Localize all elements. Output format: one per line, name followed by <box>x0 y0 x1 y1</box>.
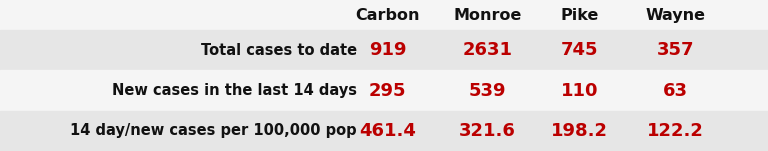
Text: 539: 539 <box>469 82 506 100</box>
Text: 357: 357 <box>657 41 694 59</box>
Text: New cases in the last 14 days: New cases in the last 14 days <box>112 83 357 98</box>
Bar <box>0 71 768 111</box>
Text: 321.6: 321.6 <box>459 122 516 140</box>
Text: 198.2: 198.2 <box>551 122 608 140</box>
Text: Wayne: Wayne <box>646 8 706 23</box>
Text: 110: 110 <box>561 82 598 100</box>
Text: 461.4: 461.4 <box>359 122 416 140</box>
Bar <box>0 0 768 30</box>
Text: 2631: 2631 <box>462 41 513 59</box>
Bar <box>0 30 768 71</box>
Text: 63: 63 <box>664 82 688 100</box>
Text: 919: 919 <box>369 41 406 59</box>
Text: 295: 295 <box>369 82 406 100</box>
Text: Pike: Pike <box>561 8 599 23</box>
Text: Carbon: Carbon <box>356 8 420 23</box>
Text: 122.2: 122.2 <box>647 122 704 140</box>
Text: 14 day/new cases per 100,000 pop: 14 day/new cases per 100,000 pop <box>71 123 357 138</box>
Text: Monroe: Monroe <box>453 8 522 23</box>
Text: Total cases to date: Total cases to date <box>201 43 357 58</box>
Bar <box>0 111 768 151</box>
Text: 745: 745 <box>561 41 598 59</box>
